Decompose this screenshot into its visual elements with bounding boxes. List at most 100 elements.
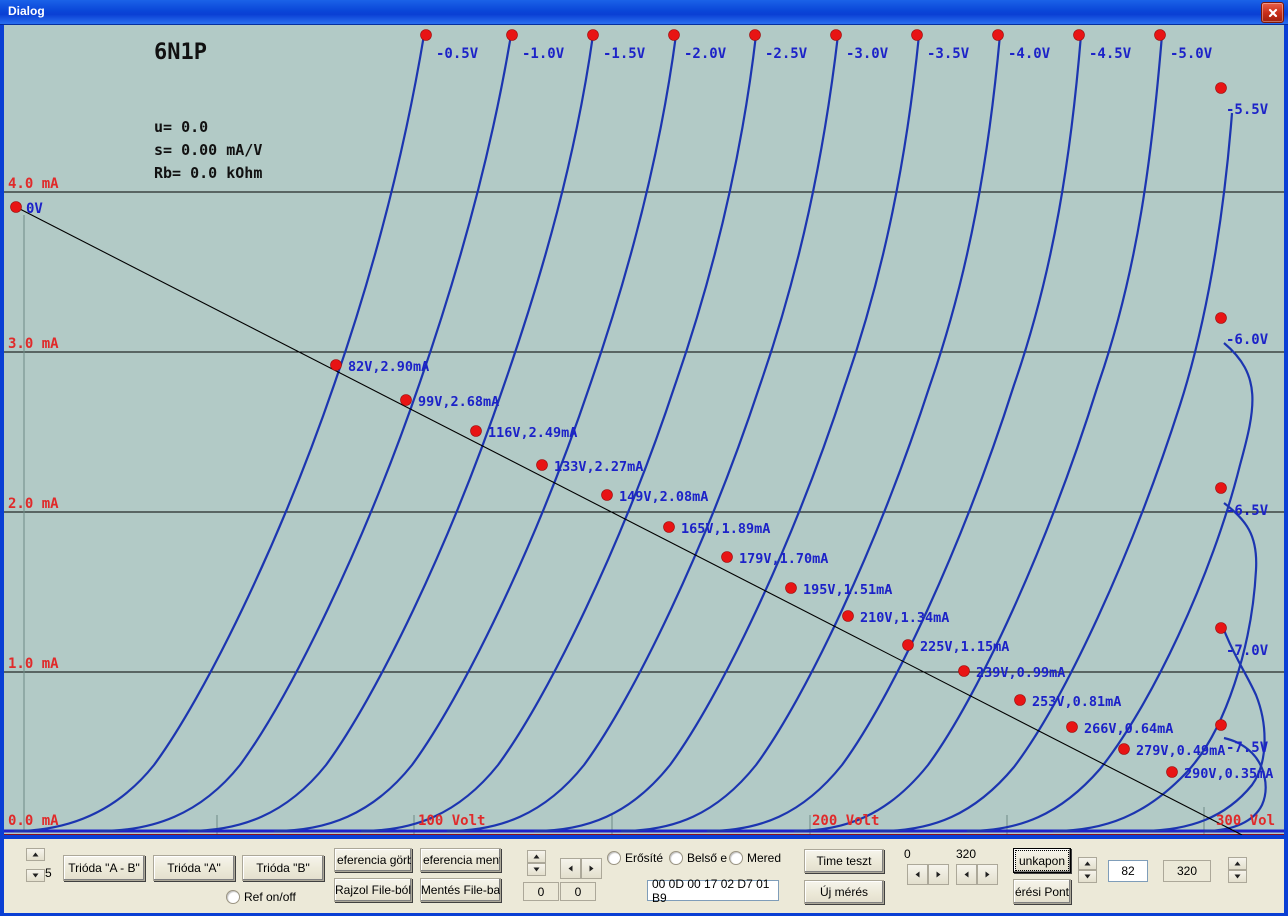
loadline-points: 82V,2.90mA 99V,2.68mA 116V,2.49mA 133V,2… [330, 359, 1273, 782]
plot-background [4, 25, 1284, 835]
value2-field[interactable]: 0 [560, 882, 596, 901]
curve-label: -4.5V [1089, 46, 1132, 62]
loadline-point-label: 149V,2.08mA [619, 489, 708, 505]
range-max-stepper-left[interactable] [956, 864, 977, 885]
curve-label: -6.0V [1226, 332, 1269, 348]
curve-label: -0.5V [436, 46, 479, 62]
param-s: s= 0.00 mA/V [154, 141, 262, 159]
loadline-point-label: 225V,1.15mA [920, 639, 1009, 655]
draw-from-file-button[interactable]: Rajzol File-ból [334, 878, 412, 902]
close-icon[interactable] [1261, 2, 1284, 23]
value2-stepper-right[interactable] [581, 858, 602, 879]
horizontal-gridlines [4, 191, 1284, 832]
x-axis-labels: 100 Volt 200 Volt 300 Vol [418, 813, 1275, 829]
radio-mode-gain-label: Erősíté [625, 851, 664, 865]
curve-label: -7.5V [1226, 740, 1269, 756]
param-u: u= 0.0 [154, 118, 208, 136]
range-min-label: 0 [904, 847, 911, 861]
radio-icon [607, 851, 621, 865]
x-axis-label: 300 Vol [1216, 813, 1275, 829]
curve-label: -2.5V [765, 46, 808, 62]
curve-label: -1.0V [522, 46, 565, 62]
curve-label: -6.5V [1226, 503, 1269, 519]
curve-right-markers: -5.5V -6.0V -6.5V -7.0V -7.5V [1215, 82, 1269, 756]
value1-spinner[interactable] [527, 850, 546, 876]
reference-curve-button[interactable]: eferencia görb [334, 848, 412, 872]
triode-b-button[interactable]: Trióda "B" [242, 855, 324, 881]
radio-mode-slope-label: Mered [747, 851, 782, 865]
radio-icon [729, 851, 743, 865]
y-axis-label: 1.0 mA [8, 656, 59, 672]
left-field-spinner[interactable] [1078, 857, 1097, 883]
value2-stepper[interactable] [560, 858, 602, 879]
radio-mode-gain[interactable]: Erősíté [607, 851, 669, 865]
loadline-point-label: 179V,1.70mA [739, 551, 828, 567]
curve-label: -4.0V [1008, 46, 1051, 62]
count-spinner-down[interactable] [26, 869, 45, 882]
y-axis-label: 3.0 mA [8, 336, 59, 352]
curve-label: -3.5V [927, 46, 970, 62]
curve-label: -5.5V [1226, 102, 1269, 118]
value2-stepper-left[interactable] [560, 858, 581, 879]
range-min-stepper-left[interactable] [907, 864, 928, 885]
x-axis-label: 200 Volt [812, 813, 879, 829]
work-point-button[interactable]: unkapon [1013, 848, 1071, 873]
loadline-point-label: 279V,0.49mA [1136, 743, 1225, 759]
loadline-point-label: 266V,0.64mA [1084, 721, 1173, 737]
value1-spinner-up[interactable] [527, 850, 546, 863]
voltage-field[interactable]: 82 [1108, 860, 1148, 882]
save-to-file-button[interactable]: Mentés File-ba [420, 878, 501, 902]
loadline-point-label: 290V,0.35mA [1184, 766, 1273, 782]
range-min-stepper-right[interactable] [928, 864, 949, 885]
loadline-point-label: 210V,1.34mA [860, 610, 949, 626]
curve-top-markers: -0.5V -1.0V -1.5V -2.0V -2.5V -3.0V -3.5… [420, 29, 1213, 62]
value1-field[interactable]: 0 [523, 882, 559, 901]
measure-point-button[interactable]: érési Pont [1013, 879, 1071, 904]
left-field-spinner-down[interactable] [1078, 870, 1097, 883]
new-measurement-button[interactable]: Új mérés [804, 880, 884, 904]
loadline-point-label: 239V,0.99mA [976, 665, 1065, 681]
bottom-toolbar: 5 Trióda "A - B" Trióda "A" Trióda "B" R… [4, 839, 1284, 913]
radio-mode-slope[interactable]: Mered [729, 851, 787, 865]
radio-icon [226, 890, 240, 904]
y-axis-label: 4.0 mA [8, 176, 59, 192]
triode-a-button[interactable]: Trióda "A" [153, 855, 235, 881]
curve-label: -2.0V [684, 46, 727, 62]
hex-readout-field[interactable]: 00 0D 00 17 02 D7 01 B9 [647, 877, 779, 905]
time-test-button[interactable]: Time teszt [804, 849, 884, 873]
y-axis-label: 0.0 mA [8, 813, 59, 829]
range-max-stepper[interactable] [956, 864, 998, 885]
right-field-spinner[interactable] [1228, 857, 1247, 883]
loadline-point-label: 165V,1.89mA [681, 521, 770, 537]
curve-label: -1.5V [603, 46, 646, 62]
characteristic-curves-plot[interactable]: -0.5V -1.0V -1.5V -2.0V -2.5V -3.0V -3.5… [4, 25, 1284, 835]
y-axis-label: 2.0 mA [8, 496, 59, 512]
tube-name: 6N1P [154, 40, 207, 65]
load-line [15, 206, 1243, 835]
loadline-point-label: 195V,1.51mA [803, 582, 892, 598]
curve-label: -3.0V [846, 46, 889, 62]
count-spinner[interactable] [26, 848, 45, 882]
window-title: Dialog [8, 4, 45, 18]
title-bar: Dialog [0, 0, 1288, 25]
right-field-spinner-up[interactable] [1228, 857, 1247, 870]
radio-mode-internal-label: Belső e [687, 851, 728, 865]
ref-onoff-radio[interactable]: Ref on/off [226, 890, 336, 904]
count-spinner-up[interactable] [26, 848, 45, 861]
loadline-point-label: 82V,2.90mA [348, 359, 429, 375]
count-value: 5 [45, 866, 52, 880]
curve-label: -5.0V [1170, 46, 1213, 62]
triode-ab-button[interactable]: Trióda "A - B" [63, 855, 145, 881]
right-field-spinner-down[interactable] [1228, 870, 1247, 883]
range-max-stepper-right[interactable] [977, 864, 998, 885]
zero-volt-label: 0V [26, 201, 43, 217]
radio-icon [669, 851, 683, 865]
max-voltage-field[interactable]: 320 [1163, 860, 1211, 882]
loadline-origin: 0V [10, 201, 43, 217]
range-min-stepper[interactable] [907, 864, 949, 885]
value1-spinner-down[interactable] [527, 863, 546, 876]
radio-mode-internal[interactable]: Belső e [669, 851, 731, 865]
left-field-spinner-up[interactable] [1078, 857, 1097, 870]
reference-save-button[interactable]: eferencia ment [420, 848, 501, 872]
